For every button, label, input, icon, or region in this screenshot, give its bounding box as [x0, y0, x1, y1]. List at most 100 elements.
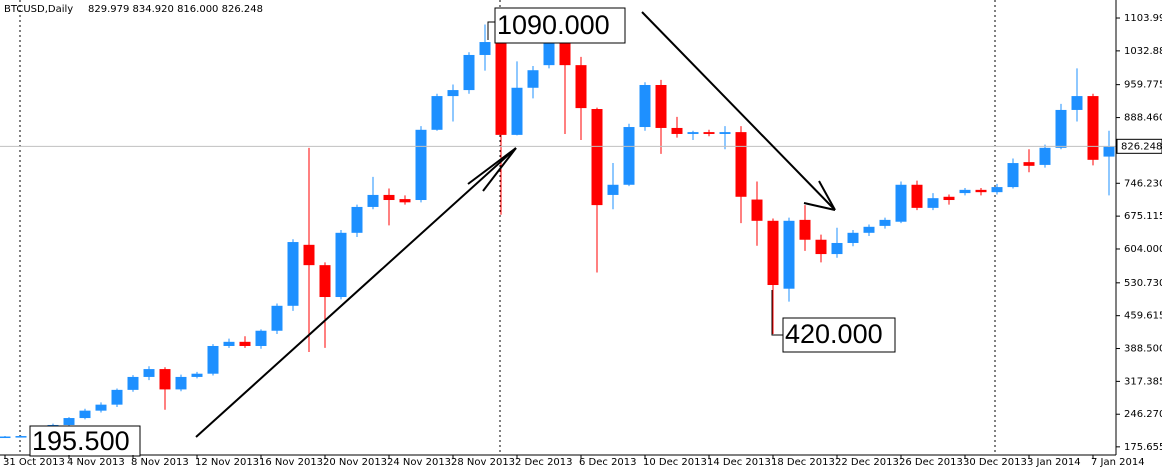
candle-body: [799, 219, 811, 240]
candle-body: [15, 436, 27, 438]
candle-body: [335, 232, 347, 298]
candle-body: [527, 70, 539, 88]
trend-arrow: [195, 147, 517, 438]
candle-body: [63, 418, 75, 425]
ohlc-header: 829.979 834.920 816.000 826.248: [88, 4, 263, 15]
candle-body: [735, 132, 747, 197]
x-tick-label: 24 Nov 2013: [387, 457, 451, 468]
candle-body: [927, 198, 939, 208]
candle-body: [1023, 162, 1035, 166]
y-tick-label: 317.385: [1124, 376, 1162, 387]
x-tick-label: 26 Dec 2013: [899, 457, 963, 468]
annotation: 195.500: [32, 426, 130, 456]
x-tick-label: 28 Nov 2013: [451, 457, 515, 468]
x-tick-label: 12 Nov 2013: [195, 457, 259, 468]
candle-body: [271, 305, 283, 331]
candle-body: [607, 184, 619, 195]
x-tick-label: 16 Nov 2013: [259, 457, 323, 468]
y-tick-label: 959.775: [1124, 80, 1162, 91]
candle-body: [175, 376, 187, 390]
candle-body: [703, 132, 715, 134]
candle-body: [351, 206, 363, 233]
candle-body: [655, 84, 667, 128]
candle-body: [207, 345, 219, 374]
candle-body: [831, 242, 843, 255]
candle-body: [815, 239, 827, 255]
y-tick-label: 530.730: [1124, 278, 1162, 289]
y-tick-label: 1103.995: [1124, 13, 1162, 24]
candle-body: [559, 32, 571, 66]
y-tick-label: 746.230: [1124, 178, 1162, 189]
x-tick-label: 22 Dec 2013: [835, 457, 899, 468]
candle-body: [879, 219, 891, 226]
y-tick-label: 459.615: [1124, 311, 1162, 322]
candle-body: [623, 127, 635, 185]
candle-body: [159, 369, 171, 390]
candle-body: [383, 194, 395, 201]
annotation-connector: [487, 21, 495, 40]
candle-body: [239, 341, 251, 346]
candle-body: [687, 132, 699, 134]
x-tick-label: 31 Oct 2013: [3, 457, 65, 468]
candle-body: [943, 196, 955, 201]
plot: [0, 24, 1116, 439]
x-tick-label: 20 Nov 2013: [323, 457, 387, 468]
candle-body: [367, 194, 379, 207]
x-tick-label: 4 Nov 2013: [67, 457, 125, 468]
current-price-label: 826.248: [1121, 141, 1162, 152]
candle-body: [287, 242, 299, 306]
candle-body: [319, 265, 331, 298]
y-tick-label: 888.460: [1124, 113, 1162, 124]
annotation-box: [494, 7, 626, 44]
x-tick-label: 30 Dec 2013: [963, 457, 1027, 468]
candle-body: [431, 96, 443, 130]
candle-body: [495, 40, 507, 135]
candle-body: [463, 54, 475, 91]
candle-body: [95, 404, 107, 411]
annotation-box: [782, 317, 896, 353]
candle-body: [1039, 147, 1051, 165]
candle-body: [863, 226, 875, 233]
candle-body: [399, 199, 411, 203]
candle-body: [639, 84, 651, 128]
candle-body: [447, 90, 459, 97]
candle-body: [575, 65, 587, 109]
current-price-box: [1116, 138, 1162, 154]
candle-body: [479, 42, 491, 55]
symbol: BTCUSD,Daily: [4, 4, 73, 15]
candle-body: [895, 184, 907, 222]
candle-body: [143, 369, 155, 377]
candle-body: [79, 410, 91, 419]
candle-body: [223, 341, 235, 346]
y-tick-label: 604.000: [1124, 244, 1162, 255]
candle-body: [975, 189, 987, 193]
candle-body: [111, 389, 123, 405]
candle-body: [191, 373, 203, 377]
y-tick-label: 1032.885: [1124, 46, 1162, 57]
x-tick-label: 2 Dec 2013: [515, 457, 573, 468]
x-tick-label: 8 Nov 2013: [131, 457, 189, 468]
x-tick-label: 10 Dec 2013: [643, 457, 707, 468]
annotation: 420.000: [785, 319, 883, 349]
candle-body: [783, 220, 795, 289]
candle-body: [543, 32, 555, 66]
candle-body: [0, 436, 11, 439]
candle-body: [991, 187, 1003, 193]
candle-body: [511, 87, 523, 135]
candle-body: [255, 330, 267, 346]
annotation-connector: [771, 290, 783, 336]
candle-body: [591, 109, 603, 206]
x-tick-label: 14 Dec 2013: [707, 457, 771, 468]
candle-body: [1087, 96, 1099, 160]
candle-body: [719, 132, 731, 134]
candle-body: [415, 129, 427, 201]
candle-body: [911, 184, 923, 208]
y-tick-label: 388.500: [1124, 344, 1162, 355]
candle-body: [847, 232, 859, 243]
annotation-box: [29, 425, 141, 457]
candle-body: [671, 127, 683, 134]
x-tick-label: 3 Jan 2014: [1027, 457, 1081, 468]
y-tick-label: 675.115: [1124, 211, 1162, 222]
x-tick-label: 6 Dec 2013: [579, 457, 637, 468]
